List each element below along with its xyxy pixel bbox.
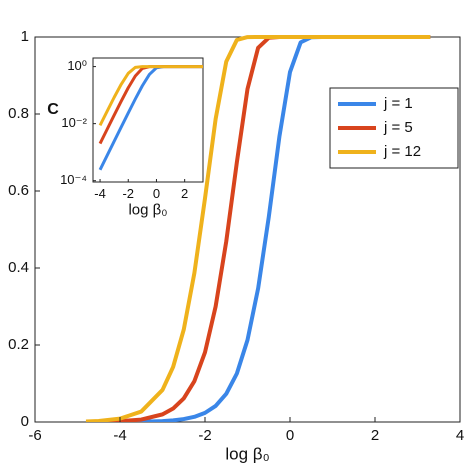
x-tick-label: 0 <box>286 427 294 444</box>
x-tick-label: -4 <box>94 186 106 201</box>
legend-label: j = 5 <box>383 119 413 136</box>
x-tick-label: 2 <box>371 427 379 444</box>
x-tick-label: 0 <box>153 186 160 201</box>
y-tick-label: 1 <box>21 28 29 45</box>
y-tick-label: 0.6 <box>8 182 29 199</box>
x-tick-label: -6 <box>28 427 41 444</box>
y-tick-label: 10⁻² <box>61 115 87 130</box>
legend-label: j = 1 <box>383 95 413 112</box>
x-tick-label: -4 <box>113 427 126 444</box>
y-tick-label: 10⁰ <box>67 58 87 73</box>
y-tick-label: 10⁻⁴ <box>60 172 87 187</box>
x-tick-label: 2 <box>181 186 188 201</box>
x-axis-label: log β₀ <box>225 444 269 463</box>
x-axis-label: log β₀ <box>128 202 167 219</box>
y-tick-label: 0.8 <box>8 105 29 122</box>
y-tick-label: 0.4 <box>8 259 29 276</box>
inset-plot: -4 -2 0 2 10⁻⁴ 10⁻² 10⁰ log β₀ C <box>47 57 204 219</box>
y-tick-label: 0.2 <box>8 336 29 353</box>
x-tick-label: -2 <box>198 427 211 444</box>
legend: j = 1 j = 5 j = 12 <box>329 87 459 169</box>
legend-label: j = 12 <box>383 143 421 160</box>
y-tick-label: 0 <box>21 413 29 430</box>
x-tick-label: 4 <box>456 427 464 444</box>
data-line <box>98 65 203 127</box>
x-tick-label: -2 <box>122 186 134 201</box>
data-line <box>85 35 431 422</box>
y-axis-label: C <box>47 101 59 118</box>
